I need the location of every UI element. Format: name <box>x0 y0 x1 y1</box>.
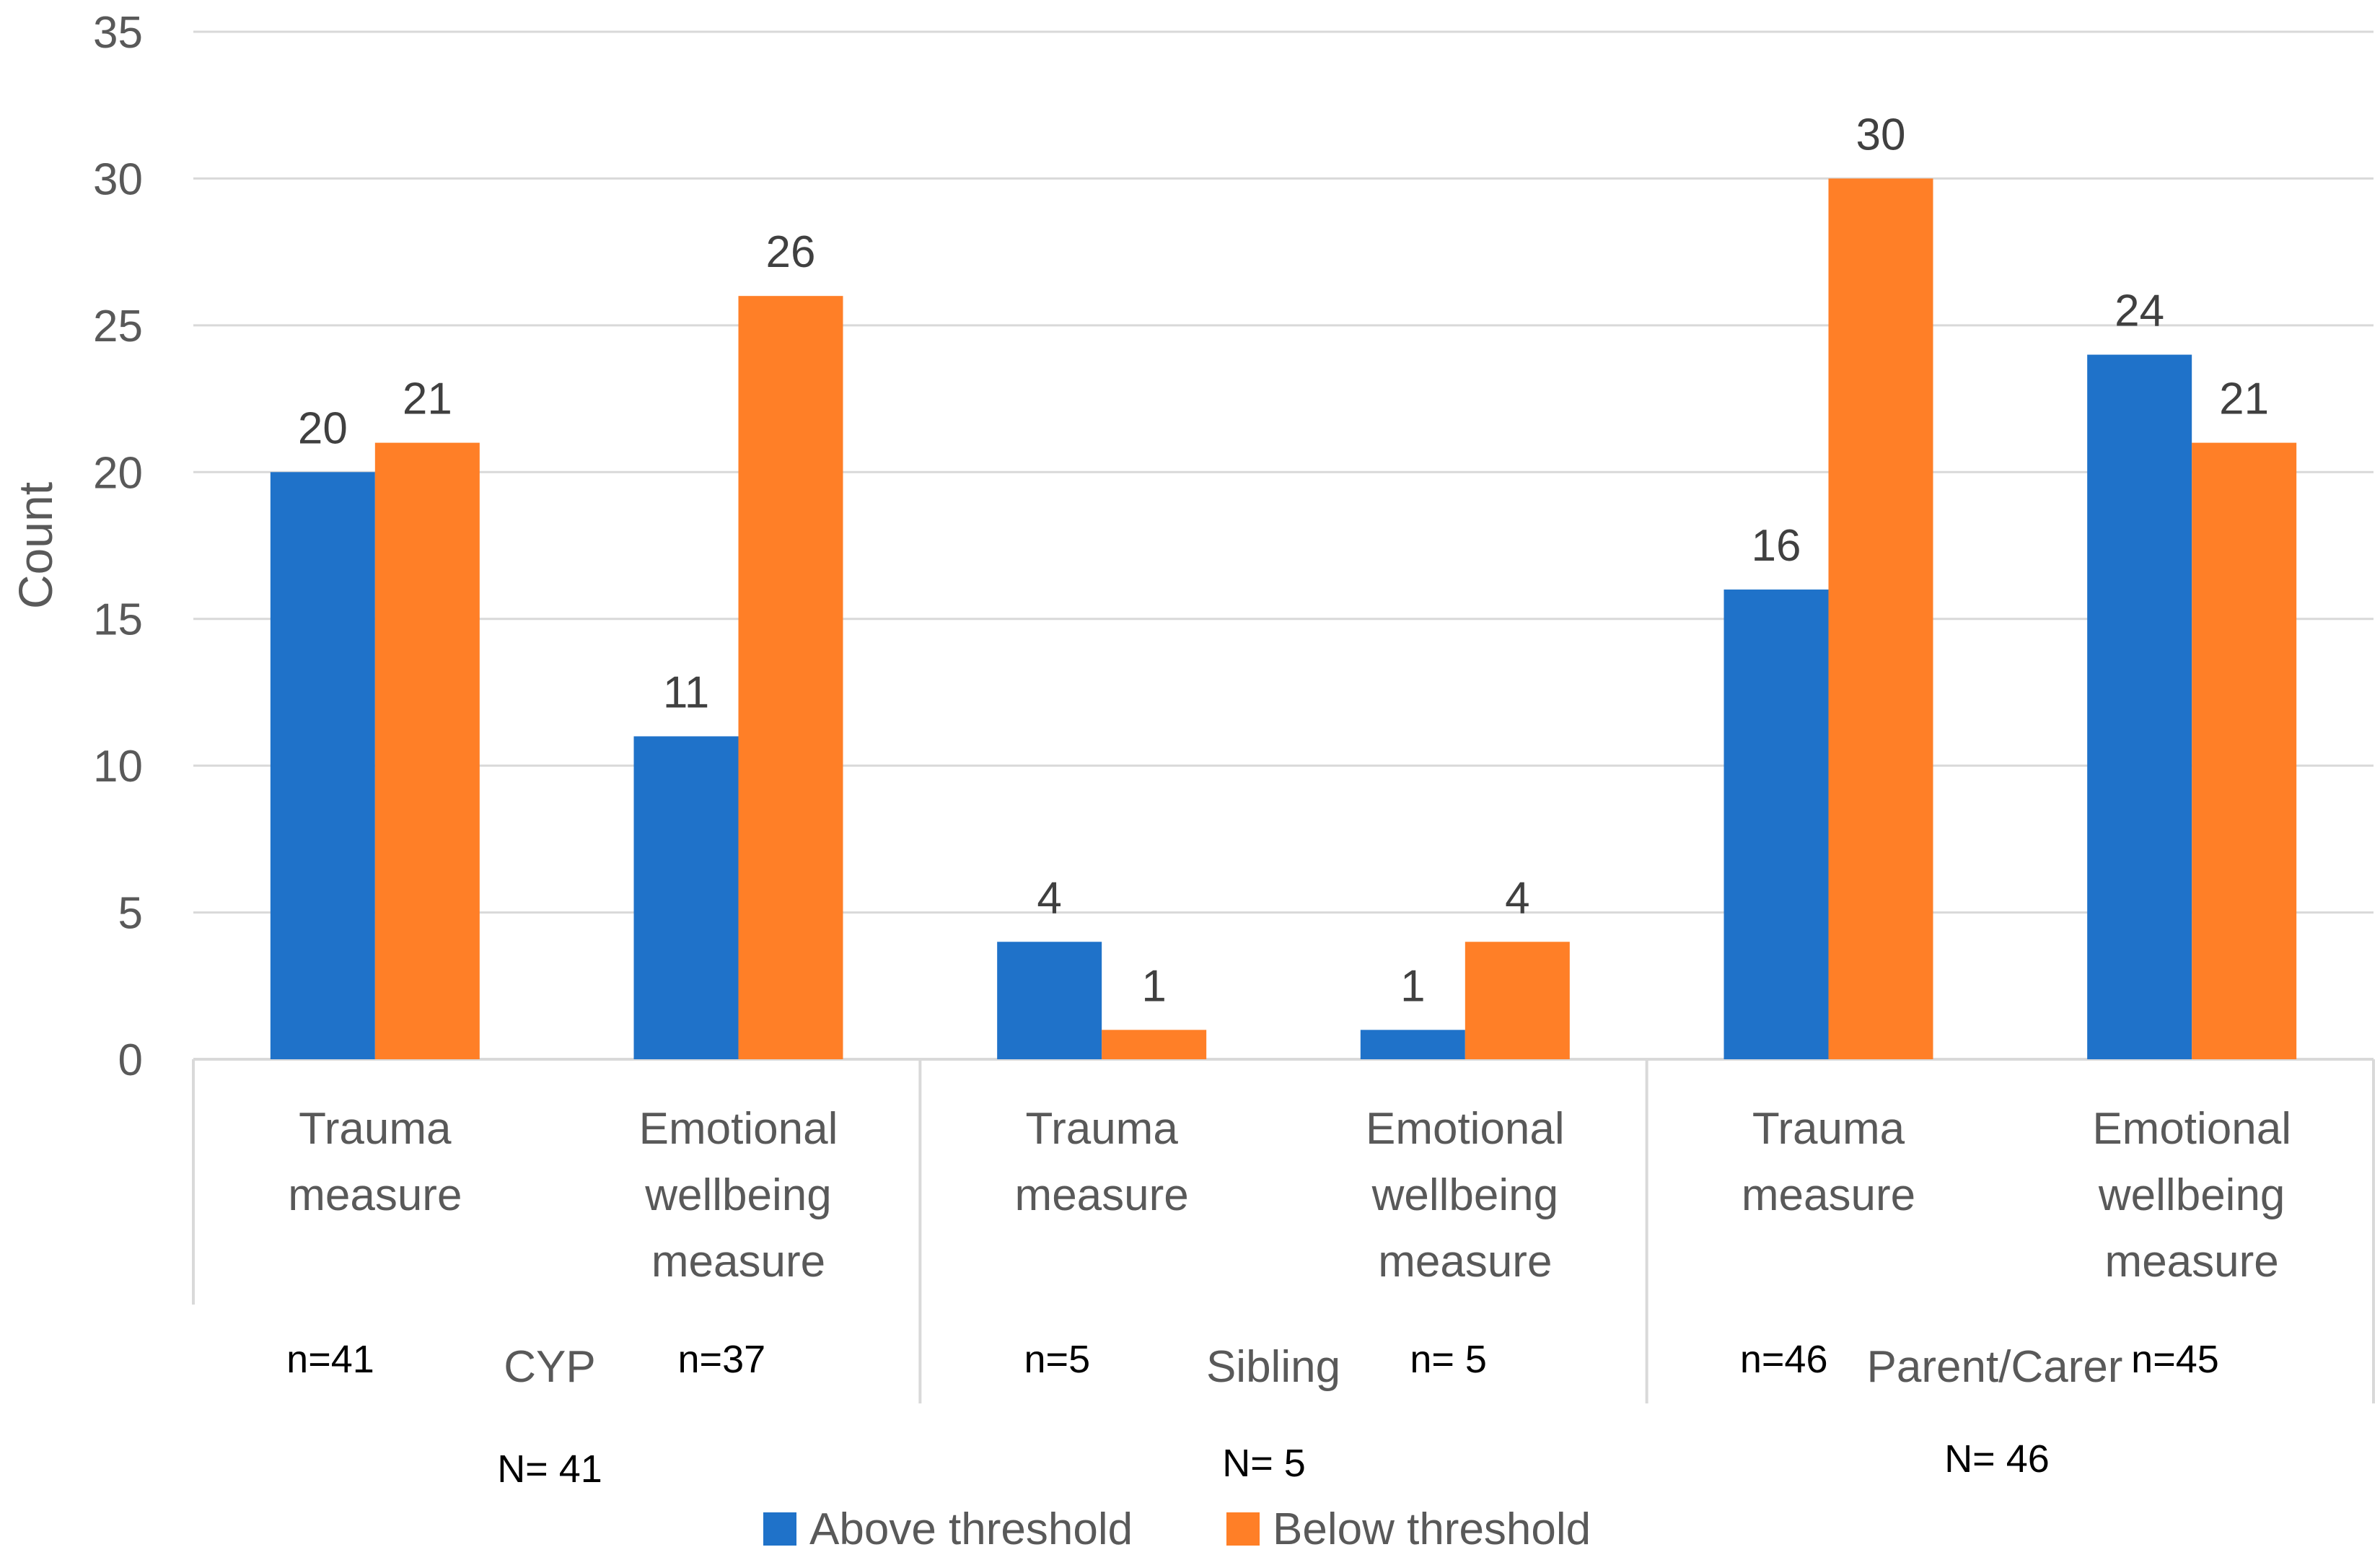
legend-swatch <box>763 1512 796 1546</box>
category-labels: Trauma measure n=41 Emotional wellbeing measu… <box>286 1104 2291 1491</box>
data-label: 4 <box>1505 873 1529 923</box>
n-label: n=37 <box>678 1338 766 1381</box>
data-label: 1 <box>1400 961 1425 1011</box>
data-label: 4 <box>1037 873 1061 923</box>
group-label: CYP <box>504 1342 595 1392</box>
category-label: Emotional <box>639 1104 838 1154</box>
legend-label: Below threshold <box>1273 1504 1591 1554</box>
y-axis-title: Count <box>9 482 62 609</box>
y-tick-label: 10 <box>93 742 143 792</box>
bar-below-threshold <box>374 442 480 1059</box>
group-label: Sibling <box>1206 1342 1340 1392</box>
y-tick-label: 25 <box>93 302 143 351</box>
group-total-label: N= 5 <box>1222 1442 1306 1485</box>
data-label: 16 <box>1752 521 1801 571</box>
category-label: measure <box>1742 1170 1915 1220</box>
bar-above-threshold <box>1723 590 1829 1059</box>
bar-below-threshold <box>1102 1030 1207 1059</box>
data-label: 24 <box>2115 286 2164 336</box>
category-label: measure <box>651 1237 825 1287</box>
y-tick-label: 30 <box>93 154 143 204</box>
y-tick-label: 15 <box>93 595 143 645</box>
gridlines <box>193 30 2374 914</box>
category-label: Emotional <box>2092 1104 2291 1154</box>
axes: 0 5 10 15 20 25 30 35 Count <box>9 8 2375 1403</box>
data-label: 1 <box>1141 961 1166 1011</box>
category-label: Trauma <box>1026 1104 1179 1154</box>
bar-above-threshold <box>270 472 375 1059</box>
data-label: 20 <box>298 403 348 453</box>
bar-below-threshold <box>1465 942 1570 1059</box>
y-tick-label: 20 <box>93 448 143 498</box>
data-label: 26 <box>766 227 816 277</box>
bar-above-threshold <box>2087 354 2192 1059</box>
category-label: Trauma <box>1752 1104 1905 1154</box>
category-label: measure <box>2105 1237 2279 1287</box>
category-label: wellbeing <box>1371 1170 1559 1220</box>
legend: Above threshold Below threshold <box>763 1504 1591 1554</box>
bar-above-threshold <box>997 942 1102 1059</box>
bar-below-threshold <box>2192 442 2297 1059</box>
category-label: Emotional <box>1366 1104 1565 1154</box>
n-label: n=46 <box>1740 1338 1828 1381</box>
y-tick-label: 35 <box>93 8 143 58</box>
y-tick-label: 0 <box>118 1035 143 1085</box>
category-label: measure <box>1015 1170 1189 1220</box>
data-label: 21 <box>2219 374 2269 424</box>
group-total-label: N= 41 <box>497 1447 602 1491</box>
bar-below-threshold <box>1828 178 1933 1059</box>
n-label: n=41 <box>286 1338 374 1381</box>
group-label: Parent/Carer <box>1867 1342 2123 1392</box>
category-label: wellbeing <box>644 1170 832 1220</box>
n-label: n=45 <box>2131 1338 2219 1381</box>
legend-label: Above threshold <box>809 1504 1133 1554</box>
bars <box>270 178 2297 1060</box>
group-total-label: N= 46 <box>1944 1437 2050 1481</box>
y-tick-label: 5 <box>118 889 143 939</box>
category-label: measure <box>1378 1237 1552 1287</box>
n-label: n= 5 <box>1410 1338 1487 1381</box>
category-label: Trauma <box>299 1104 452 1154</box>
legend-swatch <box>1226 1512 1260 1546</box>
n-label: n=5 <box>1024 1338 1091 1381</box>
bar-above-threshold <box>633 736 739 1059</box>
data-label: 11 <box>663 667 709 717</box>
category-label: wellbeing <box>2098 1170 2285 1220</box>
data-label: 30 <box>1856 110 1906 159</box>
data-label: 21 <box>403 374 452 424</box>
bar-below-threshold <box>738 296 843 1060</box>
category-label: measure <box>288 1170 462 1220</box>
bar-above-threshold <box>1360 1030 1465 1059</box>
